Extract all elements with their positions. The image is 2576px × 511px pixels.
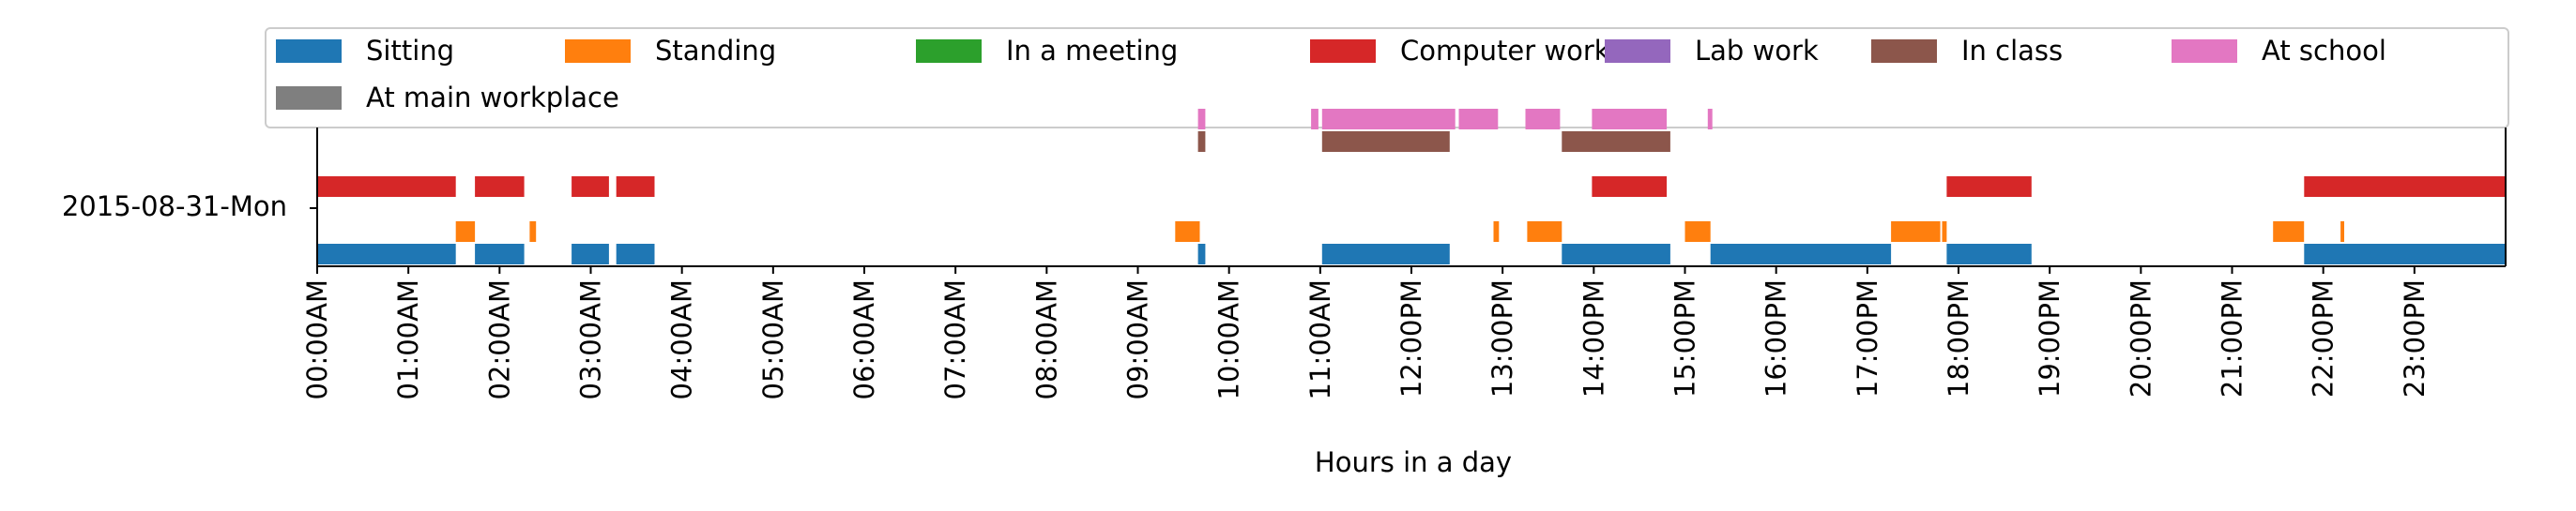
bar-computer-work bbox=[572, 176, 609, 197]
bar-computer-work bbox=[616, 176, 655, 197]
x-tick-label: 02:00AM bbox=[483, 279, 515, 399]
bar-sitting bbox=[317, 244, 456, 264]
bar-sitting bbox=[616, 244, 655, 264]
bar-standing bbox=[1684, 221, 1711, 242]
activity-bars bbox=[317, 109, 2506, 264]
x-tick-label: 01:00AM bbox=[392, 279, 424, 399]
bar-computer-work bbox=[475, 176, 525, 197]
legend-label-at-school: At school bbox=[2262, 35, 2386, 67]
legend-label-in-a-meeting: In a meeting bbox=[1006, 35, 1178, 67]
legend-label-standing: Standing bbox=[655, 35, 776, 67]
bar-in-class bbox=[1197, 131, 1206, 152]
x-tick-label: 13:00PM bbox=[1486, 279, 1518, 398]
bar-standing bbox=[1527, 221, 1562, 242]
bar-standing bbox=[1493, 221, 1500, 242]
bar-standing bbox=[2340, 221, 2344, 242]
bar-at-school bbox=[1707, 109, 1713, 129]
legend-label-sitting: Sitting bbox=[366, 35, 454, 67]
legend-swatch-sitting bbox=[276, 39, 342, 63]
bar-standing bbox=[529, 221, 537, 242]
bar-at-school bbox=[1311, 109, 1318, 129]
bar-sitting bbox=[1562, 244, 1670, 264]
bar-at-school bbox=[1525, 109, 1561, 129]
x-tick-label: 06:00AM bbox=[848, 279, 880, 399]
x-tick-label: 14:00PM bbox=[1578, 279, 1609, 398]
x-tick-label: 11:00AM bbox=[1304, 279, 1336, 399]
x-tick-label: 07:00AM bbox=[939, 279, 971, 399]
legend-swatch-lab-work bbox=[1605, 39, 1670, 63]
bar-standing bbox=[2273, 221, 2305, 242]
x-tick-label: 20:00PM bbox=[2125, 279, 2157, 398]
x-tick-label: 00:00AM bbox=[301, 279, 333, 399]
x-tick-label: 05:00AM bbox=[757, 279, 789, 399]
bar-at-school bbox=[1321, 109, 1456, 129]
axes: 00:00AM 01:00AM 02:00AM 03:00AM 04:00AM 05:00… bbox=[301, 128, 2507, 399]
row-label: 2015-08-31-Mon bbox=[62, 190, 287, 222]
bar-standing bbox=[1175, 221, 1200, 242]
bar-computer-work bbox=[1946, 176, 2032, 197]
legend-label-computer-work: Computer work bbox=[1400, 35, 1610, 67]
bar-sitting bbox=[1197, 244, 1206, 264]
bar-sitting bbox=[475, 244, 525, 264]
x-tick-label: 12:00PM bbox=[1395, 279, 1427, 398]
legend-label-lab-work: Lab work bbox=[1695, 35, 1819, 67]
bar-sitting bbox=[2304, 244, 2506, 264]
legend-swatch-in-a-meeting bbox=[916, 39, 982, 63]
bar-standing bbox=[1942, 221, 1947, 242]
bar-in-class bbox=[1321, 131, 1450, 152]
legend-swatch-in-class bbox=[1871, 39, 1937, 63]
bar-computer-work bbox=[1592, 176, 1668, 197]
bar-computer-work bbox=[2304, 176, 2506, 197]
bar-standing bbox=[455, 221, 476, 242]
x-tick-label: 17:00PM bbox=[1852, 279, 1883, 398]
x-tick-label: 16:00PM bbox=[1761, 279, 1792, 398]
x-tick-label: 10:00AM bbox=[1213, 279, 1245, 399]
legend-swatch-at-school bbox=[2172, 39, 2237, 63]
x-tick-label: 15:00PM bbox=[1669, 279, 1701, 398]
x-tick-label: 23:00PM bbox=[2399, 279, 2431, 398]
bar-at-school bbox=[1592, 109, 1668, 129]
bar-standing bbox=[1891, 221, 1941, 242]
x-tick-label: 08:00AM bbox=[1030, 279, 1062, 399]
bar-at-school bbox=[1458, 109, 1499, 129]
x-tick-label: 18:00PM bbox=[1943, 279, 1974, 398]
x-tick-label: 04:00AM bbox=[666, 279, 698, 399]
bar-in-class bbox=[1562, 131, 1670, 152]
bar-sitting bbox=[1946, 244, 2032, 264]
legend-swatch-standing bbox=[565, 39, 631, 63]
x-tick-label: 22:00PM bbox=[2308, 279, 2340, 398]
legend: Sitting Standing In a meeting Computer work… bbox=[265, 27, 2509, 128]
x-axis-label: Hours in a day bbox=[1315, 446, 1512, 478]
bar-sitting bbox=[1710, 244, 1892, 264]
legend-swatch-at-main-workplace bbox=[276, 86, 342, 110]
x-tick-label: 09:00AM bbox=[1122, 279, 1154, 399]
bar-at-school bbox=[1197, 109, 1206, 129]
legend-swatch-computer-work bbox=[1310, 39, 1376, 63]
legend-label-in-class: In class bbox=[1961, 35, 2063, 67]
x-tick-label: 21:00PM bbox=[2217, 279, 2248, 398]
bar-computer-work bbox=[317, 176, 456, 197]
bar-sitting bbox=[1321, 244, 1450, 264]
bar-sitting bbox=[572, 244, 609, 264]
x-tick-label: 03:00AM bbox=[575, 279, 607, 399]
legend-label-at-main-workplace: At main workplace bbox=[366, 82, 619, 113]
x-tick-label: 19:00PM bbox=[2034, 279, 2065, 398]
